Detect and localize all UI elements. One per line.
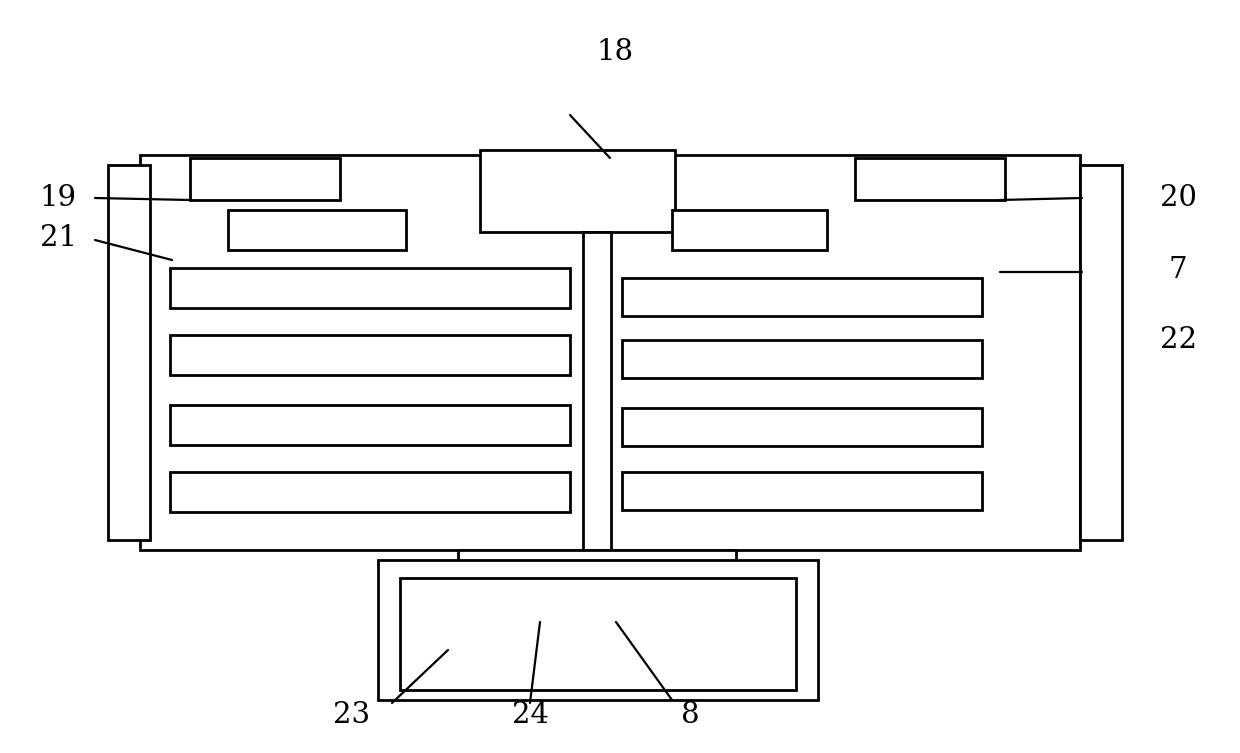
Bar [170,268,570,308]
Bar [170,405,570,445]
Text: 21: 21 [40,224,77,252]
Text: 19: 19 [40,184,77,212]
Bar [401,578,796,690]
Bar [622,472,982,510]
Bar [672,210,827,250]
Bar [190,158,340,200]
Text: 18: 18 [596,38,634,66]
Text: 24: 24 [511,701,548,729]
Bar [583,232,611,550]
Bar [622,278,982,316]
Text: 8: 8 [681,701,699,729]
Bar [228,210,405,250]
Text: 7: 7 [1168,256,1188,284]
Bar [458,550,737,570]
Bar [140,155,1080,550]
Bar [622,408,982,446]
Bar [480,150,675,232]
Bar [378,560,818,700]
Text: 23: 23 [334,701,371,729]
Text: 22: 22 [1159,326,1197,354]
Bar [856,158,1004,200]
Bar [1080,165,1122,540]
Bar [108,165,150,540]
Bar [170,335,570,375]
Text: 20: 20 [1159,184,1197,212]
Bar [170,472,570,512]
Bar [622,340,982,378]
